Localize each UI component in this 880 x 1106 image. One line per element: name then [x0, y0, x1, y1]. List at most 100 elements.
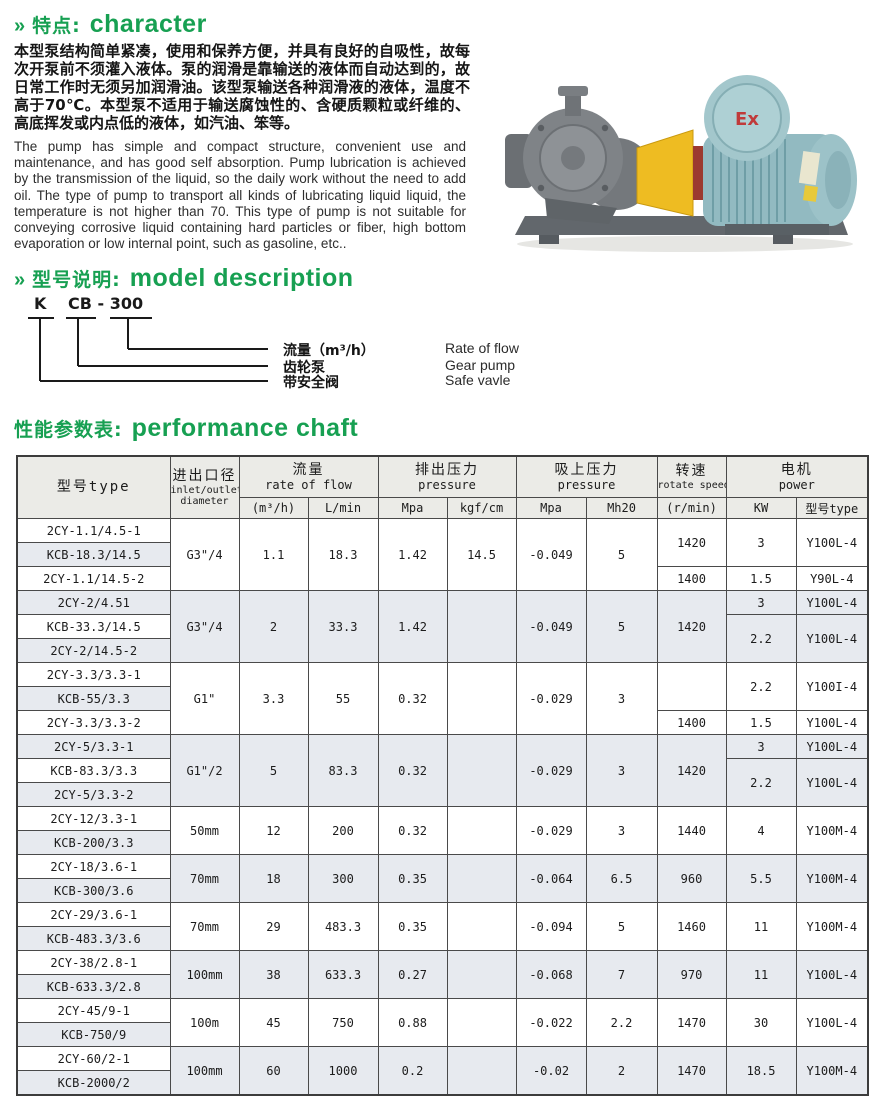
model-cell: KCB-18.3/14.5 — [16, 542, 171, 567]
speed-cell: 960 — [656, 854, 727, 903]
table-header-row-2: (m³/h) L/min Mpa kgf/cm Mpa Mh20 (r/min)… — [17, 497, 869, 519]
model-cell: 2CY-3.3/3.3-1 — [16, 662, 171, 687]
discharge-kgf-cell — [446, 590, 517, 663]
inlet-cell: G1" — [169, 662, 240, 735]
speed-cell: 1400 — [656, 710, 727, 735]
section-title-zh: 性能参数表: — [14, 419, 123, 441]
flow-lmin-cell: 83.3 — [307, 734, 379, 807]
model-cell: KCB-83.3/3.3 — [16, 758, 171, 783]
ex-label: Ex — [735, 109, 759, 130]
table-row: 2CY-2/14.5-2 — [16, 638, 868, 663]
table-row: 2CY-18/3.6-1 70mm 18 300 0.35 -0.064 6.5 960 5.5… — [16, 854, 869, 903]
model-cell: KCB-33.3/14.5 — [16, 614, 171, 639]
kw-cell: 11 — [725, 950, 797, 999]
discharge-mpa-cell: 0.32 — [377, 806, 448, 855]
motor-model-cell: Y100L-4 — [795, 518, 869, 567]
table-row: KCB-33.3/14.5 2.2 Y100L-4 — [16, 614, 869, 663]
col-header-model: 型号type — [16, 455, 171, 519]
inlet-cell: 70mm — [169, 902, 240, 951]
table-row: 2CY-2/4.51 G3"/4 2 33.3 1.42 -0.049 5 1420 3 Y100… — [16, 590, 869, 663]
header-label: rotate speed — [657, 480, 727, 491]
flow-m3h-cell: 1.1 — [238, 518, 309, 591]
kw-cell: 4 — [725, 806, 797, 855]
suction-mh2o-cell: 5 — [585, 590, 658, 663]
kw-cell: 1.5 — [725, 710, 797, 735]
speed-cell: 1400 — [656, 566, 727, 591]
motor-model-cell: Y100L-4 — [795, 590, 869, 615]
speed-cell: 1420 — [656, 518, 727, 567]
suction-mpa-cell: -0.029 — [515, 806, 587, 855]
col-header-suction-pressure: 吸上压力 pressure — [515, 455, 658, 498]
flow-lmin-cell: 55 — [307, 662, 379, 735]
speed-cell: 1420 — [656, 590, 727, 663]
table-row: 2CY-5/3.3-2 — [16, 782, 868, 807]
motor-model-cell: Y100L-4 — [795, 710, 869, 735]
chevron-marker-icon: » — [14, 269, 26, 291]
header-label: inlet/outlet — [170, 485, 239, 496]
suction-mh2o-cell: 5 — [585, 902, 658, 951]
discharge-kgf-cell — [446, 854, 517, 903]
speed-cell: 1460 — [656, 902, 727, 951]
subcol-power-model: 型号type — [795, 497, 869, 519]
suction-mh2o-cell: 3 — [585, 662, 658, 735]
flow-lmin-cell: 200 — [307, 806, 379, 855]
gear-pump-part — [505, 86, 653, 224]
table-row: KCB-483.3/3.6 — [16, 926, 868, 951]
section-title-zh: 型号说明: — [32, 269, 121, 291]
suction-mpa-cell: -0.049 — [515, 590, 587, 663]
performance-table-body: 2CY-1.1/4.5-1 G3"/4 1.1 18.3 1.42 14.5 -0.049 5… — [16, 518, 869, 1096]
pump-photo: Ex — [485, 46, 875, 260]
performance-table: 型号type 进出口径 inlet/outlet diameter 流量 rat… — [16, 455, 870, 1096]
inlet-cell: 100m — [169, 998, 240, 1047]
discharge-mpa-cell: 0.2 — [377, 1046, 448, 1096]
kw-cell: 2.2 — [725, 662, 797, 711]
header-label: diameter — [180, 496, 229, 507]
discharge-kgf-cell — [446, 662, 517, 735]
table-row: 2CY-1.1/4.5-1 G3"/4 1.1 18.3 1.42 14.5 -0.049 5… — [16, 518, 869, 591]
table-header-row-1: 型号type 进出口径 inlet/outlet diameter 流量 rat… — [16, 455, 869, 519]
flow-m3h-cell: 5 — [238, 734, 309, 807]
ex-badge: Ex — [704, 75, 790, 161]
flow-m3h-cell: 3.3 — [238, 662, 309, 735]
section-title-en: performance chaft — [131, 414, 359, 442]
motor-model-cell: Y100M-4 — [795, 902, 869, 951]
table-row: KCB-200/3.3 — [16, 830, 868, 855]
motor-model-cell: Y100I-4 — [795, 662, 869, 711]
chevron-marker-icon: » — [14, 15, 26, 37]
header-label: 电机 — [780, 462, 813, 478]
discharge-mpa-cell: 0.27 — [377, 950, 448, 999]
diagram-label-en: Rate of flow — [445, 340, 519, 356]
diagram-lines — [28, 317, 268, 382]
character-paragraph-zh: 本型泵结构简单紧凑，使用和保养方便，并具有良好的自吸性，故每次开泵前不须灌入液体… — [14, 42, 470, 132]
flow-lmin-cell: 633.3 — [307, 950, 379, 999]
header-label: pressure — [418, 478, 476, 492]
motor-model-cell: Y100L-4 — [795, 614, 869, 663]
table-row: 2CY-45/9-1 100m 45 750 0.88 -0.022 2.2 1470 30 Y1… — [16, 998, 869, 1047]
suction-mpa-cell: -0.02 — [515, 1046, 587, 1096]
model-cell: 2CY-1.1/14.5-2 — [16, 566, 171, 591]
coupling-ring — [693, 146, 703, 200]
header-label: 型号type — [56, 479, 131, 495]
speed-cell — [656, 662, 727, 711]
header-label: 流量 — [292, 462, 325, 478]
suction-mh2o-cell: 3 — [585, 806, 658, 855]
header-label: 排出压力 — [415, 462, 480, 478]
speed-cell: 970 — [656, 950, 727, 999]
flow-lmin-cell: 750 — [307, 998, 379, 1047]
table-row: 2CY-38/2.8-1 100mm 38 633.3 0.27 -0.068 7 970 11… — [16, 950, 869, 999]
table-row: 2CY-3.3/3.3-1 G1" 3.3 55 0.32 -0.029 3 2.2 Y100I… — [16, 662, 869, 735]
header-label: 转速 — [675, 463, 708, 479]
inlet-cell: 100mm — [169, 1046, 240, 1096]
model-code-diagram: K CB - 300 流量（m³/h） 齿轮泵 带安全阀 Rate of flo… — [20, 292, 870, 412]
kw-cell: 3 — [725, 590, 797, 615]
speed-cell: 1470 — [656, 998, 727, 1047]
speed-cell: 1420 — [656, 734, 727, 807]
suction-mpa-cell: -0.068 — [515, 950, 587, 999]
table-row: KCB-83.3/3.3 2.2 Y100L-4 — [16, 758, 869, 807]
model-cell: KCB-200/3.3 — [16, 830, 171, 855]
base-foot — [773, 235, 793, 244]
table-row: KCB-633.3/2.8 — [16, 974, 868, 999]
model-cell: KCB-750/9 — [16, 1022, 171, 1047]
subcol-discharge-kgf: kgf/cm — [446, 497, 517, 519]
col-header-flow: 流量 rate of flow — [238, 455, 379, 498]
